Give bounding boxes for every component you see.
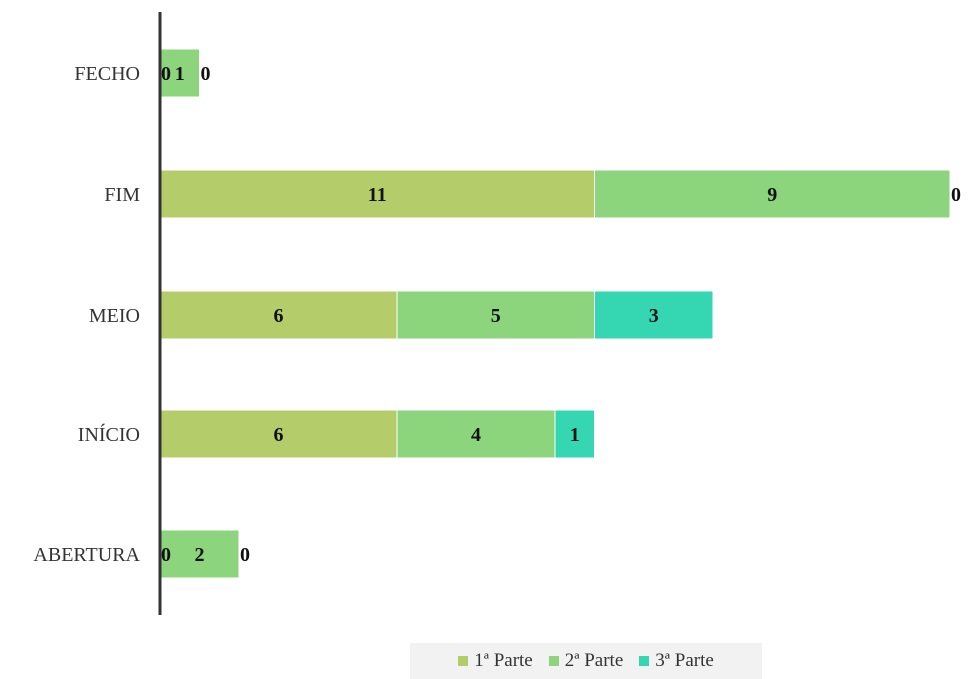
data-label-inicio-series-3: 1 xyxy=(570,424,580,446)
data-label-fim-series-3: 0 xyxy=(951,184,961,206)
bar-inicio-series-2 xyxy=(396,409,556,459)
labels-layer: ABERTURA 0 2 0 INÍCIO 6 4 1 MEIO 6 5 3 FIM 11 9 0 FECHO 0… xyxy=(33,63,961,566)
legend-label-series-3: 3ª Parte xyxy=(655,650,714,671)
data-label-inicio-series-2: 4 xyxy=(471,424,481,446)
stacked-bar-chart: ABERTURA 0 2 0 INÍCIO 6 4 1 MEIO 6 5 3 FIM 11 9 0 FECHO 0… xyxy=(33,12,961,615)
category-label-meio: MEIO xyxy=(89,305,140,327)
data-label-abertura-series-1: 0 xyxy=(161,544,171,566)
legend-swatch-series-1 xyxy=(458,656,469,666)
data-label-meio-series-3: 3 xyxy=(649,305,659,327)
data-label-meio-series-1: 6 xyxy=(274,305,284,327)
data-label-fecho-series-2: 1 xyxy=(175,63,185,85)
category-label-abertura: ABERTURA xyxy=(33,544,140,566)
category-label-fecho: FECHO xyxy=(74,63,140,85)
data-label-inicio-series-1: 6 xyxy=(274,424,284,446)
bar-inicio-series-3 xyxy=(554,409,595,459)
bar-meio-series-3 xyxy=(594,290,714,340)
data-label-fim-series-2: 9 xyxy=(767,184,777,206)
legend-item-series-1: 1ª Parte xyxy=(458,650,533,672)
legend-label-series-1: 1ª Parte xyxy=(474,650,533,671)
legend-item-series-2: 2ª Parte xyxy=(548,650,624,672)
bar-fecho-series-2 xyxy=(159,48,200,98)
legend-swatch-series-3 xyxy=(639,656,650,666)
bar-meio-series-2 xyxy=(396,290,595,340)
legend-label-series-2: 2ª Parte xyxy=(564,650,624,671)
data-label-abertura-series-2: 2 xyxy=(195,544,205,566)
bar-abertura-series-2 xyxy=(159,529,240,579)
data-label-meio-series-2: 5 xyxy=(491,305,501,327)
bar-fim-series-2 xyxy=(594,169,951,219)
category-label-fim: FIM xyxy=(104,184,140,206)
legend: 1ª Parte 2ª Parte 3ª Parte xyxy=(410,643,762,679)
category-label-inicio: INÍCIO xyxy=(78,423,140,446)
data-label-fecho-series-3: 0 xyxy=(201,63,211,85)
data-label-abertura-series-3: 0 xyxy=(240,544,250,566)
bar-meio-series-1 xyxy=(159,290,398,340)
legend-item-series-3: 3ª Parte xyxy=(639,650,714,672)
data-label-fim-series-1: 11 xyxy=(368,184,387,206)
bar-inicio-series-1 xyxy=(159,409,398,459)
bars-layer xyxy=(159,48,951,579)
data-label-fecho-series-1: 0 xyxy=(161,63,171,85)
legend-swatch-series-2 xyxy=(548,656,559,666)
